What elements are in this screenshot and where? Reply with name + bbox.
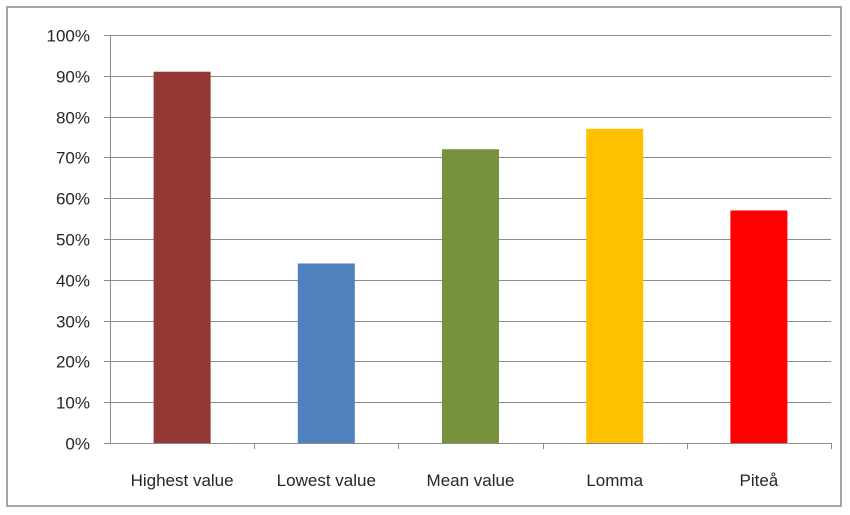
- y-tick-label: 50%: [56, 231, 90, 250]
- y-axis-ticks: 0% 10% 20% 30% 40% 50% 60% 70% 80% 90% 100%: [47, 27, 111, 454]
- y-tick-label: 70%: [56, 149, 90, 168]
- gridlines: [110, 35, 831, 403]
- bars: [153, 71, 788, 444]
- y-tick-label: 90%: [56, 68, 90, 87]
- x-tick-label: Lowest value: [277, 471, 376, 490]
- x-tick-label: Mean value: [427, 471, 515, 490]
- x-axis-ticks: Highest value Lowest value Mean value Lomma…: [110, 443, 832, 490]
- x-tick-label: Piteå: [740, 471, 779, 490]
- y-tick-label: 80%: [56, 109, 90, 128]
- y-tick-label: 40%: [56, 272, 90, 291]
- y-tick-label: 100%: [47, 27, 90, 46]
- bar-pite-: [730, 210, 788, 443]
- y-tick-label: 60%: [56, 190, 90, 209]
- bar-highest-value: [153, 71, 211, 443]
- bar-lowest-value: [297, 263, 355, 443]
- y-tick-label: 10%: [56, 394, 90, 413]
- bar-lomma: [586, 128, 644, 443]
- chart-frame: [6, 6, 842, 507]
- y-tick-label: 30%: [56, 313, 90, 332]
- x-tick-label: Highest value: [131, 471, 234, 490]
- y-tick-label: 0%: [65, 435, 90, 454]
- y-tick-label: 20%: [56, 353, 90, 372]
- bar-mean-value: [442, 149, 499, 444]
- x-tick-label: Lomma: [586, 471, 643, 490]
